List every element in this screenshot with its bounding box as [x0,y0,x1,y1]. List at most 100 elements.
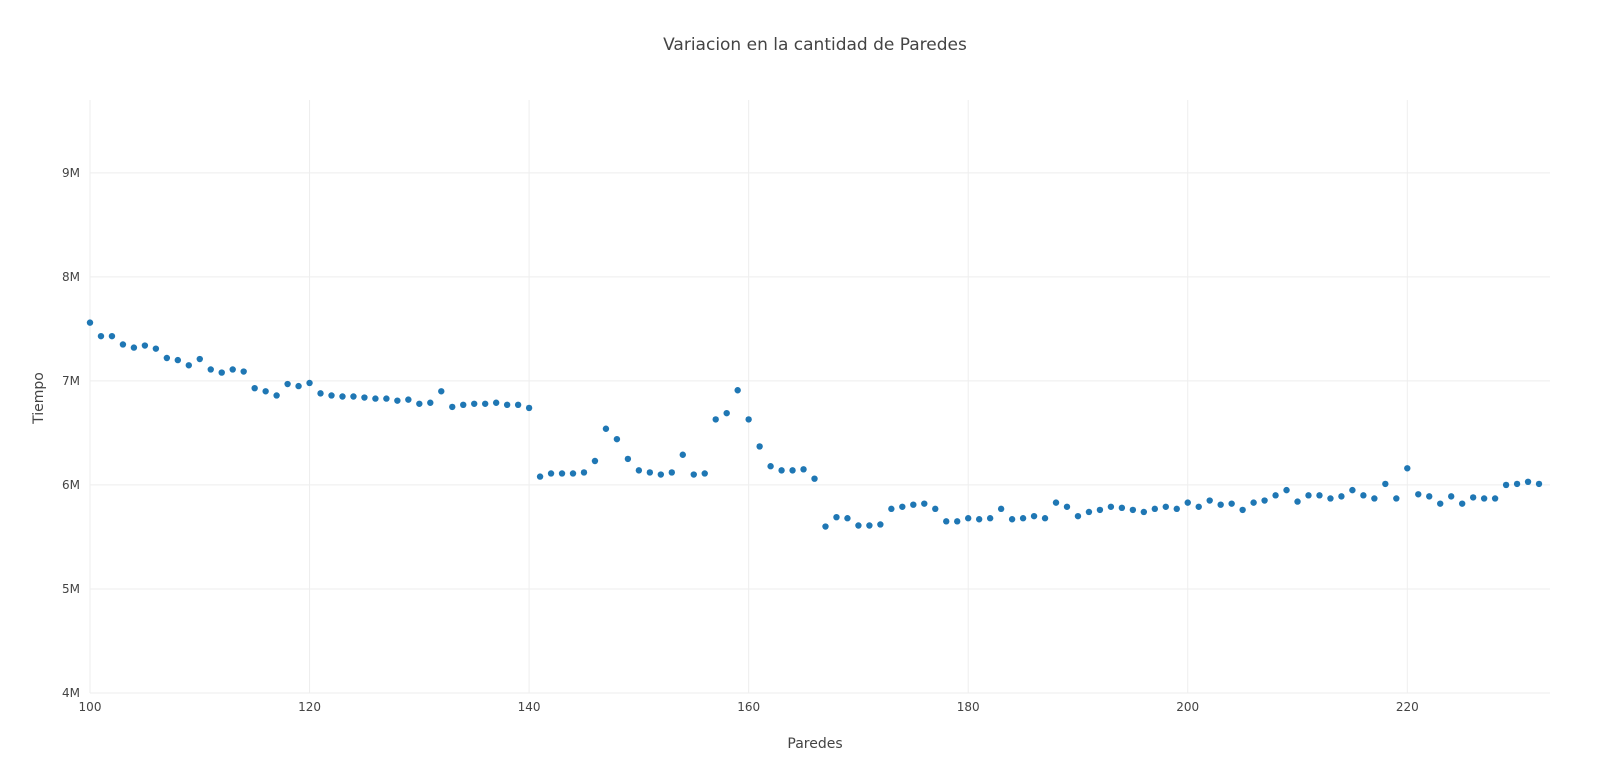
data-point [745,416,752,423]
data-point [1096,506,1104,514]
data-point [1448,493,1455,500]
data-point [1382,480,1389,488]
x-axis-label: Paredes [787,736,842,752]
data-point [174,356,182,364]
x-axis-ticks: 100 120 140 160 180 200 220 [79,700,1419,714]
data-point [1162,503,1169,510]
data-point [1085,508,1093,516]
data-point [262,388,269,395]
data-point [1074,512,1082,520]
data-point [1140,508,1148,516]
data-point [690,471,697,478]
data-point [471,400,478,407]
data-point [481,400,489,407]
data-point [943,518,950,525]
x-tick-label: 120 [298,700,321,714]
data-point [547,470,555,477]
data-point [108,332,116,340]
data-point [416,400,423,407]
data-point [1437,500,1444,507]
data-point [1041,515,1049,522]
data-point [778,467,785,474]
data-point [514,401,522,409]
grid-lines [89,100,1550,694]
data-point [306,379,313,387]
data-point [1008,516,1016,523]
data-point [1349,486,1356,494]
data-point [1371,495,1378,502]
data-point [833,513,840,521]
data-point [1535,480,1543,488]
data-point [1107,503,1115,510]
data-point [723,409,730,417]
data-point [503,401,511,409]
data-point [646,469,654,476]
data-point [284,380,291,388]
data-point [251,384,258,392]
data-point [1393,495,1400,502]
data-point [668,469,676,476]
data-point [163,354,171,362]
data-point [1338,493,1345,500]
x-tick-label: 160 [737,700,760,714]
data-point [1360,492,1367,499]
data-point [1502,481,1510,489]
data-point [1305,492,1312,499]
data-point [438,388,445,395]
data-point [921,500,928,507]
data-point [756,443,763,450]
data-point [492,399,500,406]
data-point [273,392,280,399]
data-point [844,515,851,522]
data-point [1524,478,1532,486]
data-point [130,344,138,351]
data-point [317,390,324,397]
data-point [295,382,302,390]
data-point [800,466,807,473]
data-point [734,387,741,394]
data-point [383,395,390,402]
data-point [657,471,665,478]
y-tick-label: 9M [62,166,80,180]
y-tick-label: 4M [62,686,80,700]
data-points [86,319,1543,530]
data-point [218,369,225,376]
data-point [1250,499,1257,506]
x-tick-label: 140 [518,700,541,714]
data-point [1228,500,1235,507]
data-point [361,394,368,401]
data-point [1195,503,1202,510]
data-point [449,403,456,411]
data-point [877,521,884,528]
data-point [460,401,467,409]
data-point [569,470,577,477]
data-point [1426,493,1433,500]
data-point [1415,491,1422,498]
data-point [141,342,149,349]
data-point [372,395,379,402]
data-point [350,393,357,400]
data-point [767,463,774,470]
x-tick-label: 220 [1396,700,1419,714]
data-point [613,435,621,443]
data-point [997,505,1005,513]
data-point [932,505,939,513]
data-point [1458,500,1466,507]
data-point [712,416,719,423]
data-point [1206,497,1213,504]
y-tick-label: 8M [62,270,80,284]
data-point [855,522,862,529]
data-point [1151,505,1159,513]
data-point [1404,465,1411,472]
data-point [97,332,105,340]
data-point [964,515,972,522]
data-point [405,396,412,403]
data-point [899,503,906,510]
y-tick-label: 6M [62,478,80,492]
y-axis-ticks: 4M 5M 6M 7M 8M 9M [62,166,80,700]
data-point [591,457,599,465]
data-point [811,475,818,482]
data-point [1283,486,1290,494]
